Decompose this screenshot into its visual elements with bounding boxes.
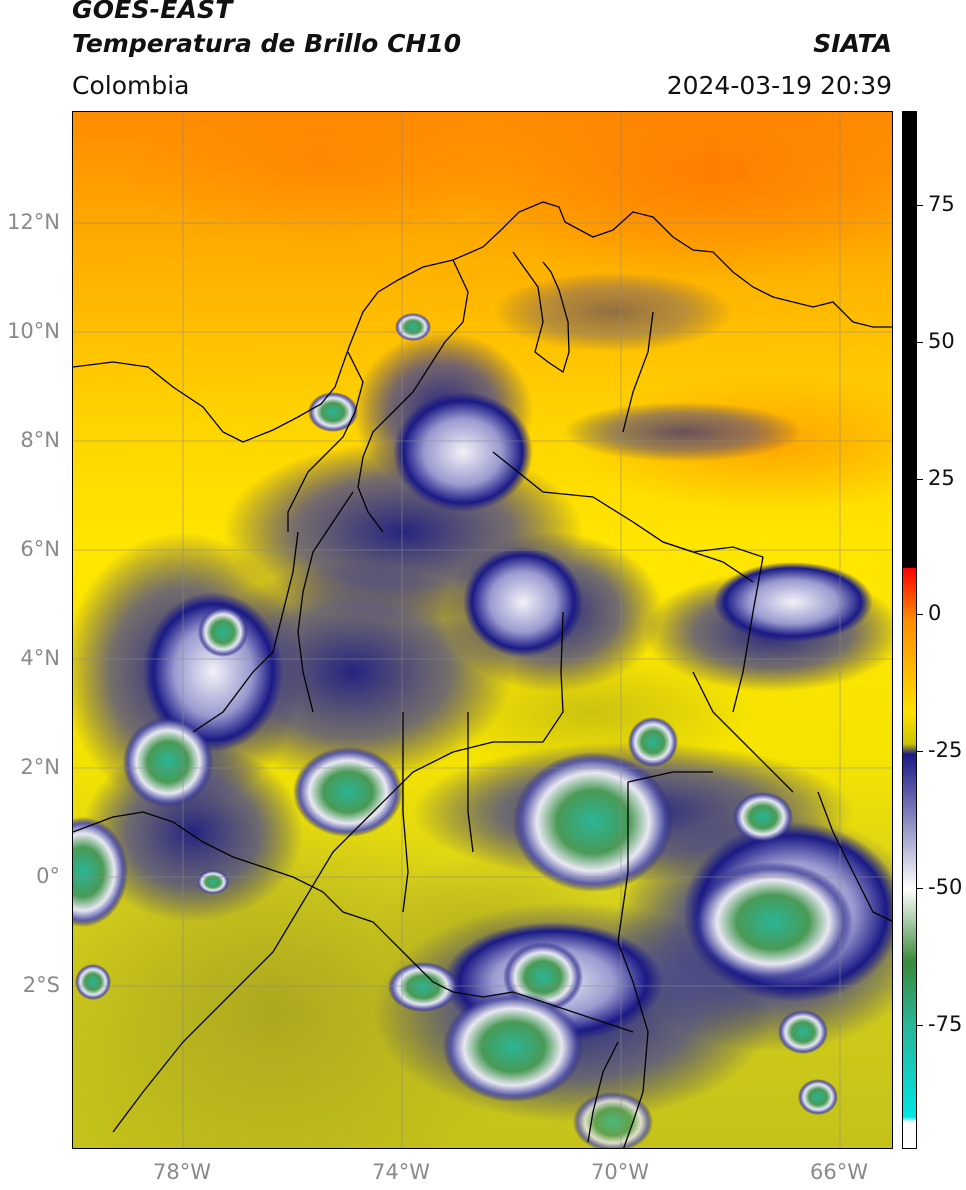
colorbar-tick — [917, 614, 923, 615]
colorbar-tick — [917, 751, 923, 752]
lon-label: 78°W — [153, 1160, 211, 1184]
colorbar-label: 25 — [928, 466, 955, 490]
brightness-temperature-field — [73, 112, 892, 1148]
lon-label: 70°W — [591, 1160, 649, 1184]
lat-label: 2°S — [22, 973, 60, 997]
lon-label: 74°W — [372, 1160, 430, 1184]
colorbar-tick — [917, 888, 923, 889]
lon-label: 66°W — [810, 1160, 868, 1184]
product-title: Temperatura de Brillo CH10 — [72, 29, 462, 58]
colorbar-tick — [917, 479, 923, 480]
satellite-map — [72, 111, 893, 1149]
lat-label: 6°N — [20, 537, 60, 561]
colorbar-label: 0 — [928, 601, 942, 625]
country-borders — [73, 201, 892, 1148]
datetime-label: 2024-03-19 20:39 — [666, 71, 892, 100]
colorbar-tick — [917, 342, 923, 343]
temperature-colorbar — [902, 111, 917, 1149]
lat-label: 12°N — [7, 210, 60, 234]
colorbar-label: -50 — [928, 875, 963, 899]
graticule — [73, 112, 892, 1148]
lat-label: 0° — [36, 864, 60, 888]
colorbar-tick — [917, 1025, 923, 1026]
organization-label: SIATA — [813, 29, 892, 58]
colorbar-tick — [917, 205, 923, 206]
lat-label: 2°N — [20, 755, 60, 779]
lat-label: 4°N — [20, 646, 60, 670]
region-label: Colombia — [72, 71, 190, 100]
colorbar-label: 75 — [928, 192, 955, 216]
satellite-title: GOES-EAST — [72, 0, 233, 24]
colorbar-label: -75 — [928, 1012, 963, 1036]
colorbar-label: 50 — [928, 329, 955, 353]
colorbar-label: -25 — [928, 738, 963, 762]
lat-label: 10°N — [7, 319, 60, 343]
lat-label: 8°N — [20, 428, 60, 452]
